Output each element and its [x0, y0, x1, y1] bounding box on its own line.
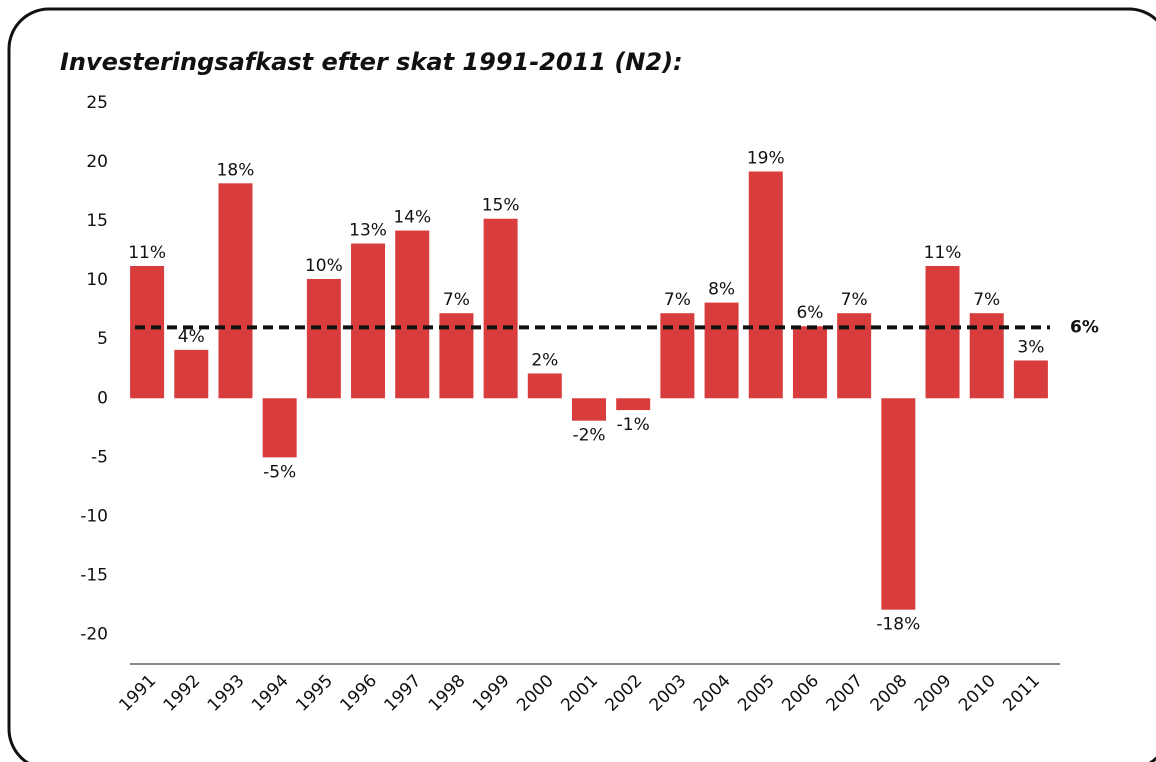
bar	[351, 243, 386, 399]
value-label: 11%	[924, 243, 962, 263]
x-tick-label: 1996	[336, 671, 381, 716]
y-tick-label: 5	[97, 329, 108, 349]
y-tick-label: 10	[86, 270, 108, 290]
bar	[572, 398, 606, 421]
x-tick-label: 2008	[867, 671, 912, 716]
x-tick-label: 2000	[513, 671, 558, 716]
bar	[792, 326, 827, 399]
bar	[174, 349, 209, 399]
bar	[483, 218, 518, 399]
bar	[616, 398, 651, 411]
y-tick-label: -5	[91, 447, 108, 467]
chart-title: Investeringsafkast efter skat 1991-2011 …	[60, 48, 683, 76]
y-tick-label: 15	[86, 211, 108, 231]
y-tick-label: 0	[97, 388, 108, 408]
x-tick-label: 2011	[999, 671, 1044, 716]
x-tick-label: 2002	[602, 671, 647, 716]
x-tick-label: 1992	[160, 671, 205, 716]
reference-label: 6%	[1070, 317, 1099, 337]
x-tick-label: 2009	[911, 671, 956, 716]
bar	[1013, 360, 1048, 399]
bar	[306, 278, 341, 399]
y-tick-label: -20	[80, 624, 108, 644]
x-tick-label: 1995	[292, 671, 337, 716]
bar	[527, 373, 562, 399]
value-label: 18%	[217, 160, 255, 180]
x-tick-label: 2003	[646, 671, 691, 716]
bar	[395, 230, 430, 399]
value-label: 4%	[178, 327, 205, 347]
value-label: 7%	[973, 290, 1000, 310]
x-tick-label: 2005	[734, 671, 779, 716]
x-tick-label: 1998	[425, 671, 470, 716]
bar	[704, 302, 739, 399]
frame	[7, 7, 1156, 762]
x-tick-label: 1999	[469, 671, 514, 716]
x-tick-label: 2001	[557, 671, 602, 716]
x-tick-label: 2007	[822, 671, 867, 716]
value-label: 10%	[305, 256, 343, 276]
value-label: 6%	[796, 303, 823, 323]
bar	[218, 183, 253, 399]
x-tick-label: 1994	[248, 671, 293, 716]
bar	[925, 265, 960, 399]
y-tick-label: -10	[80, 506, 108, 526]
value-label: 13%	[349, 221, 387, 241]
bar	[748, 171, 783, 399]
y-tick-label: 20	[86, 152, 108, 172]
x-tick-label: 1991	[115, 671, 160, 716]
value-label: -5%	[263, 462, 296, 482]
value-label: 15%	[482, 196, 520, 216]
value-label: 7%	[841, 290, 868, 310]
value-label: 19%	[747, 149, 785, 169]
value-label: 11%	[128, 243, 166, 263]
y-tick-label: 25	[86, 93, 108, 113]
x-tick-label: 2006	[778, 671, 823, 716]
bar	[262, 398, 297, 458]
x-tick-label: 1993	[204, 671, 249, 716]
value-label: -1%	[617, 415, 650, 435]
value-label: -2%	[572, 426, 605, 446]
x-tick-label: 2010	[955, 671, 1000, 716]
x-tick-label: 2004	[690, 671, 735, 716]
bar	[881, 398, 916, 610]
value-label: 8%	[708, 280, 735, 300]
value-label: 2%	[531, 350, 558, 370]
value-label: 3%	[1017, 337, 1044, 357]
value-label: 7%	[664, 290, 691, 310]
bar	[130, 265, 165, 399]
value-label: 7%	[443, 290, 470, 310]
value-label: -18%	[876, 615, 920, 635]
x-tick-label: 1997	[381, 671, 426, 716]
value-label: 14%	[393, 208, 431, 228]
y-tick-label: -15	[80, 565, 108, 585]
